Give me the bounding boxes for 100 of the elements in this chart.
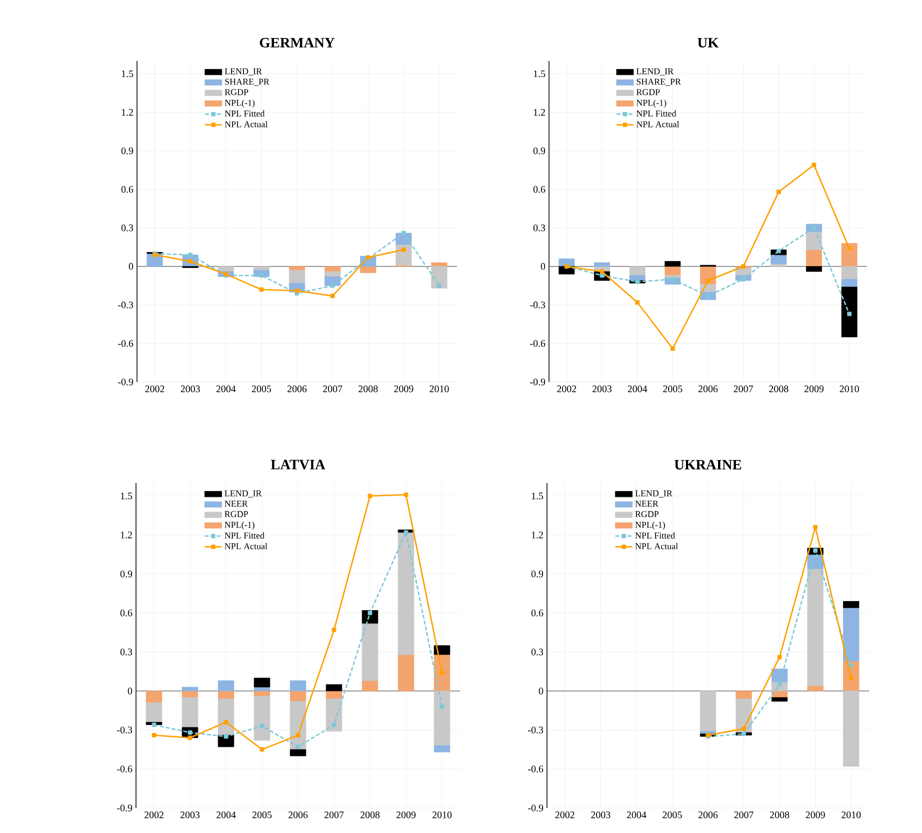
legend-label: NEER bbox=[635, 500, 658, 507]
x-tick-label: 2006 bbox=[287, 386, 307, 392]
y-tick-label: 0.6 bbox=[531, 610, 544, 616]
y-tick-label: -0.6 bbox=[117, 766, 132, 772]
chart-title: GERMANY bbox=[260, 38, 335, 48]
legend-label: NPL Fitted bbox=[635, 532, 675, 539]
y-tick-label: 0.3 bbox=[533, 224, 546, 232]
x-tick-label: 2002 bbox=[555, 812, 574, 818]
chart-title: UKRAINE bbox=[674, 460, 742, 470]
legend-label: NPL Actual bbox=[636, 120, 680, 128]
x-tick-label: 2007 bbox=[323, 386, 342, 392]
legend-label: NEER bbox=[224, 500, 248, 507]
y-tick-label: 0 bbox=[540, 263, 546, 270]
legend-label: NPL Actual bbox=[224, 542, 268, 550]
y-tick-label: 0.6 bbox=[121, 186, 134, 193]
x-tick-label: 2007 bbox=[734, 812, 754, 818]
legend-label: RGDP bbox=[224, 89, 248, 96]
x-tick-label: 2006 bbox=[698, 812, 718, 818]
legend-label: LEND_IR bbox=[636, 68, 674, 76]
chart-title: UK bbox=[698, 38, 719, 48]
x-tick-label: 2004 bbox=[628, 386, 648, 392]
legend-label: SHARE_PR bbox=[636, 78, 682, 86]
legend-label: LEND_IR bbox=[224, 68, 262, 76]
x-tick-label: 2003 bbox=[592, 386, 612, 392]
legend-label: NPL(-1) bbox=[224, 100, 255, 108]
legend-label: RGDP bbox=[636, 89, 660, 96]
y-tick-label: -0.6 bbox=[118, 340, 134, 347]
y-tick-label: -0.6 bbox=[530, 340, 546, 347]
x-tick-label: 2003 bbox=[180, 386, 200, 392]
y-tick-label: 0.9 bbox=[533, 147, 546, 154]
legend-label: NPL(-1) bbox=[636, 100, 666, 108]
x-tick-label: 2007 bbox=[734, 386, 754, 392]
legend-label: NPL(-1) bbox=[224, 522, 254, 530]
y-tick-label: 1.5 bbox=[532, 492, 544, 500]
y-tick-label: -0.3 bbox=[530, 302, 546, 308]
legend-label: NPL Fitted bbox=[636, 110, 676, 117]
y-tick-label: 0 bbox=[538, 688, 544, 694]
x-tick-label: 2009 bbox=[804, 386, 824, 392]
y-tick-label: 0.9 bbox=[531, 570, 544, 578]
x-tick-label: 2008 bbox=[360, 812, 380, 818]
y-tick-label: 0.9 bbox=[120, 570, 132, 578]
y-tick-label: 0 bbox=[128, 263, 134, 270]
y-tick-label: 0.6 bbox=[120, 610, 132, 616]
y-tick-label: -0.9 bbox=[530, 378, 546, 386]
x-tick-label: 2006 bbox=[288, 812, 308, 818]
x-tick-label: 2005 bbox=[663, 386, 682, 392]
chart-title: LATVIA bbox=[270, 460, 326, 470]
x-tick-label: 2009 bbox=[806, 812, 825, 818]
x-tick-label: 2010 bbox=[840, 386, 859, 392]
x-tick-label: 2002 bbox=[557, 386, 576, 392]
y-tick-label: -0.6 bbox=[528, 766, 544, 772]
y-tick-label: 1.2 bbox=[122, 108, 133, 116]
x-tick-label: 2010 bbox=[430, 386, 449, 392]
y-tick-label: -0.3 bbox=[528, 726, 544, 734]
x-tick-label: 2005 bbox=[252, 812, 272, 818]
legend-label: NPL Fitted bbox=[224, 532, 264, 539]
x-tick-label: 2005 bbox=[662, 812, 682, 818]
x-tick-label: 2010 bbox=[842, 812, 861, 818]
legend-label: RGDP bbox=[635, 511, 659, 518]
x-tick-label: 2004 bbox=[626, 812, 646, 818]
x-tick-label: 2006 bbox=[698, 386, 718, 392]
legend-label: LEND_IR bbox=[224, 490, 262, 498]
y-tick-label: 1.2 bbox=[120, 532, 132, 538]
y-tick-label: -0.3 bbox=[117, 726, 132, 734]
y-tick-label: 0.3 bbox=[121, 224, 134, 232]
y-tick-label: -0.3 bbox=[118, 302, 134, 308]
legend-label: NPL Actual bbox=[224, 120, 268, 128]
x-tick-label: 2002 bbox=[144, 812, 164, 818]
x-tick-label: 2003 bbox=[591, 812, 610, 818]
x-tick-label: 2007 bbox=[324, 812, 344, 818]
y-tick-label: 1.5 bbox=[122, 70, 134, 78]
x-tick-label: 2005 bbox=[252, 386, 272, 392]
y-tick-label: -0.9 bbox=[117, 804, 132, 812]
x-tick-label: 2008 bbox=[770, 812, 790, 818]
legend-label: NPL Fitted bbox=[224, 110, 265, 117]
y-tick-label: 0.6 bbox=[533, 186, 546, 193]
y-tick-label: 0.9 bbox=[121, 147, 134, 154]
y-tick-label: 0 bbox=[128, 688, 132, 694]
x-tick-label: 2008 bbox=[358, 386, 378, 392]
x-tick-label: 2008 bbox=[769, 386, 788, 392]
x-tick-label: 2010 bbox=[432, 812, 452, 818]
y-tick-label: 1.5 bbox=[534, 70, 546, 78]
x-tick-label: 2004 bbox=[216, 386, 236, 392]
legend-label: SHARE_PR bbox=[225, 78, 270, 86]
x-tick-label: 2009 bbox=[394, 386, 414, 392]
y-tick-label: 1.5 bbox=[120, 492, 132, 500]
y-tick-label: 0.3 bbox=[531, 648, 544, 656]
y-tick-label: 1.2 bbox=[532, 532, 543, 538]
x-tick-label: 2009 bbox=[396, 812, 416, 818]
legend-label: NPL Actual bbox=[635, 542, 678, 550]
y-tick-label: 0.3 bbox=[120, 648, 132, 656]
legend-label: RGDP bbox=[224, 511, 248, 518]
x-tick-label: 2002 bbox=[145, 386, 164, 392]
y-tick-label: -0.9 bbox=[528, 804, 544, 812]
x-tick-label: 2004 bbox=[216, 812, 236, 818]
y-tick-label: 1.2 bbox=[534, 108, 545, 116]
x-tick-label: 2003 bbox=[180, 812, 200, 818]
y-tick-label: -0.9 bbox=[118, 378, 134, 386]
legend-label: NPL(-1) bbox=[635, 522, 665, 530]
legend-label: LEND_IR bbox=[635, 490, 672, 498]
